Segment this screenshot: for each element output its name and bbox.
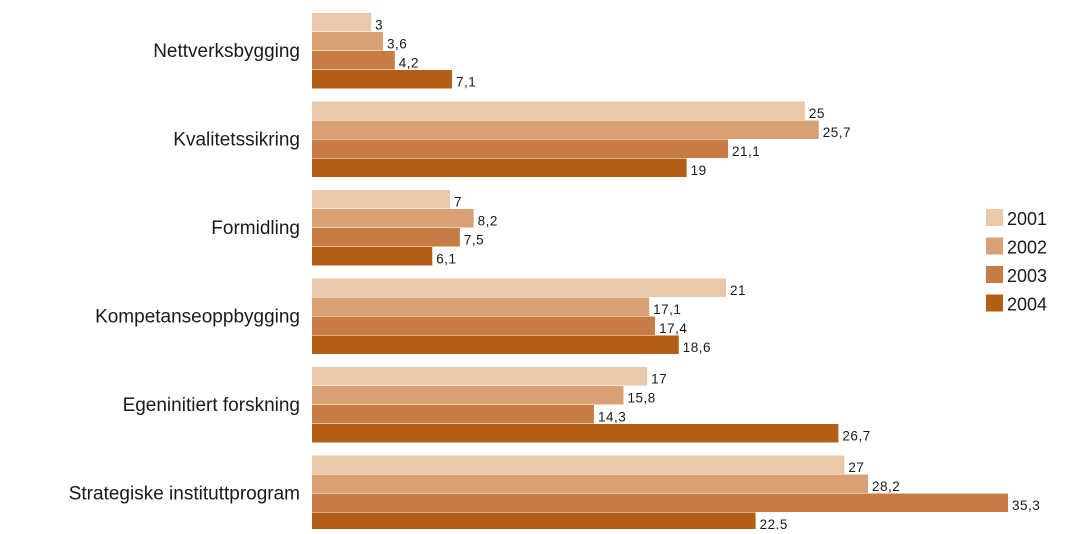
legend-label-2003: 2003: [1007, 266, 1047, 286]
value-label-kompetanseoppbygging-2004: 18,6: [683, 340, 711, 355]
bar-kompetanseoppbygging-2001: [312, 278, 727, 297]
bar-strategiske-instituttprogram-2001: [312, 455, 845, 474]
bar-egeninitiert-forskning-2002: [312, 386, 624, 405]
bar-formidling-2001: [312, 190, 451, 209]
value-label-kvalitetssikring-2003: 21,1: [732, 144, 760, 159]
category-label-nettverksbygging: Nettverksbygging: [153, 41, 300, 62]
bar-kompetanseoppbygging-2004: [312, 335, 679, 354]
legend-swatch-2002: [986, 237, 1003, 255]
value-label-nettverksbygging-2003: 4,2: [399, 56, 419, 71]
bar-formidling-2002: [312, 209, 474, 228]
value-label-formidling-2001: 7: [454, 195, 462, 210]
bar-nettverksbygging-2003: [312, 51, 395, 70]
bar-egeninitiert-forskning-2003: [312, 405, 594, 424]
bar-strategiske-instituttprogram-2004: [312, 512, 756, 531]
legend-label-2004: 2004: [1007, 295, 1047, 315]
category-label-kvalitetssikring: Kvalitetssikring: [173, 129, 300, 150]
bar-kvalitetssikring-2002: [312, 120, 819, 139]
value-label-formidling-2002: 8,2: [478, 214, 498, 229]
value-label-egeninitiert-forskning-2002: 15,8: [628, 391, 656, 406]
bar-strategiske-instituttprogram-2002: [312, 474, 869, 493]
legend-label-2002: 2002: [1007, 238, 1047, 258]
bar-kvalitetssikring-2001: [312, 101, 805, 120]
bar-nettverksbygging-2001: [312, 13, 372, 32]
value-label-egeninitiert-forskning-2001: 17: [651, 372, 667, 387]
bar-nettverksbygging-2002: [312, 32, 383, 51]
value-label-formidling-2003: 7,5: [464, 233, 484, 248]
value-label-kvalitetssikring-2001: 25: [809, 106, 825, 121]
category-label-egeninitiert-forskning: Egeninitiert forskning: [123, 395, 300, 416]
value-labels-layer: 3 3,6 4,2 7,1 25 25,7 21,1 19 7 8,2 7,5 6,1 21 17,1 17…: [375, 18, 1040, 533]
value-label-nettverksbygging-2002: 3,6: [387, 37, 407, 52]
legend-swatch-2004: [986, 294, 1003, 312]
bar-strategiske-instituttprogram-2003: [312, 493, 1008, 512]
bar-kvalitetssikring-2004: [312, 158, 687, 177]
value-label-strategiske-instituttprogram-2004: 22,5: [760, 517, 788, 529]
category-label-strategiske-instituttprogram: Strategiske instituttprogram: [69, 483, 300, 504]
value-label-egeninitiert-forskning-2004: 26,7: [842, 429, 870, 444]
bar-kompetanseoppbygging-2002: [312, 297, 650, 316]
legend-label-2001: 2001: [1007, 209, 1047, 229]
value-label-kvalitetssikring-2004: 19: [691, 163, 707, 178]
value-label-formidling-2004: 6,1: [436, 252, 456, 267]
bar-formidling-2004: [312, 247, 433, 266]
value-label-kompetanseoppbygging-2001: 21: [730, 283, 746, 298]
legend-swatch-2003: [986, 266, 1003, 283]
value-label-kompetanseoppbygging-2002: 17,1: [653, 302, 681, 317]
value-label-strategiske-instituttprogram-2003: 35,3: [1012, 498, 1040, 513]
bar-kvalitetssikring-2003: [312, 139, 729, 158]
value-label-egeninitiert-forskning-2003: 14,3: [598, 410, 626, 425]
bar-nettverksbygging-2004: [312, 70, 452, 89]
legend: 2001 2002 2003 2004: [986, 209, 1047, 315]
bar-egeninitiert-forskning-2004: [312, 424, 839, 443]
category-label-formidling: Formidling: [211, 218, 300, 239]
bar-egeninitiert-forskning-2001: [312, 367, 648, 386]
value-label-strategiske-instituttprogram-2001: 27: [848, 460, 864, 475]
category-label-kompetanseoppbygging: Kompetanseoppbygging: [95, 306, 300, 327]
bars-layer: [312, 13, 1008, 531]
category-labels-layer: Nettverksbygging Kvalitetssikring Formidli…: [69, 41, 300, 505]
legend-swatch-2001: [986, 209, 1003, 226]
value-label-kompetanseoppbygging-2003: 17,4: [659, 321, 687, 336]
value-label-nettverksbygging-2001: 3: [375, 18, 383, 33]
bar-kompetanseoppbygging-2003: [312, 316, 656, 335]
value-label-nettverksbygging-2004: 7,1: [456, 75, 476, 90]
value-label-strategiske-instituttprogram-2002: 28,2: [872, 479, 900, 494]
value-label-kvalitetssikring-2002: 25,7: [823, 125, 851, 140]
bar-formidling-2003: [312, 228, 460, 247]
